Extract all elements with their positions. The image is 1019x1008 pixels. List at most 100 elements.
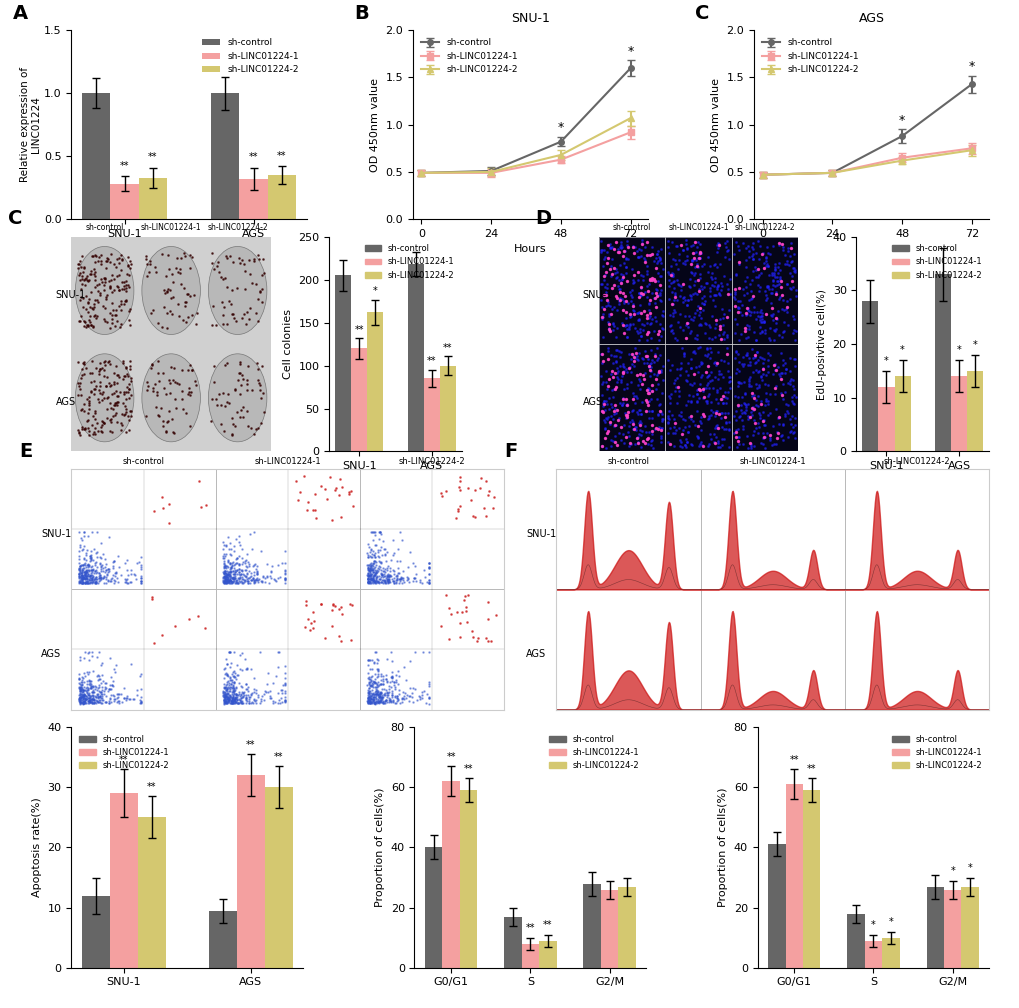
Point bbox=[728, 267, 744, 283]
Point bbox=[751, 238, 767, 254]
Point bbox=[362, 678, 378, 695]
Point bbox=[91, 644, 107, 660]
Point bbox=[109, 695, 125, 711]
Point bbox=[73, 684, 90, 701]
Point bbox=[323, 602, 339, 618]
Point bbox=[222, 564, 238, 581]
Point bbox=[178, 286, 195, 302]
Point bbox=[99, 566, 115, 583]
Point bbox=[70, 575, 87, 591]
Point bbox=[89, 543, 105, 559]
Point bbox=[71, 554, 88, 571]
Point bbox=[220, 574, 236, 590]
Point bbox=[413, 575, 429, 591]
Point bbox=[88, 411, 104, 427]
Point bbox=[681, 279, 697, 295]
Point bbox=[218, 680, 234, 697]
Point bbox=[633, 329, 649, 345]
Point bbox=[603, 300, 620, 317]
Point bbox=[372, 574, 388, 590]
Point bbox=[709, 432, 726, 449]
Point bbox=[776, 406, 793, 422]
Point bbox=[91, 565, 107, 582]
Point bbox=[222, 558, 238, 575]
Point bbox=[679, 248, 695, 264]
Point bbox=[86, 695, 102, 711]
Point bbox=[592, 368, 608, 384]
Point bbox=[256, 265, 272, 281]
Point bbox=[216, 546, 232, 562]
Point bbox=[73, 268, 90, 284]
Point bbox=[223, 576, 239, 592]
Point bbox=[71, 264, 88, 280]
Point bbox=[627, 320, 643, 336]
Point bbox=[360, 562, 376, 579]
Point bbox=[250, 572, 266, 588]
Point bbox=[601, 261, 618, 277]
Point bbox=[593, 402, 609, 418]
Point bbox=[692, 244, 708, 260]
Point bbox=[229, 575, 246, 591]
Point bbox=[87, 420, 103, 436]
Point bbox=[217, 691, 233, 708]
Point bbox=[707, 418, 723, 434]
Point bbox=[257, 570, 273, 586]
Point bbox=[86, 299, 102, 316]
Point bbox=[71, 694, 88, 710]
Point bbox=[233, 540, 250, 556]
Point bbox=[385, 531, 401, 547]
Point bbox=[463, 492, 479, 508]
Point bbox=[775, 384, 792, 400]
Point bbox=[252, 644, 268, 660]
Point bbox=[219, 692, 235, 709]
Point bbox=[218, 279, 234, 295]
Point bbox=[99, 400, 115, 416]
Point bbox=[682, 326, 698, 342]
Point bbox=[368, 660, 384, 676]
Point bbox=[74, 367, 91, 383]
Point bbox=[744, 402, 760, 418]
Point bbox=[244, 541, 260, 557]
Point bbox=[665, 292, 682, 308]
Point bbox=[711, 311, 728, 328]
Point bbox=[323, 618, 339, 634]
Point bbox=[237, 688, 254, 705]
Point bbox=[76, 556, 93, 573]
Point bbox=[76, 312, 93, 329]
Point bbox=[107, 301, 123, 318]
Point bbox=[175, 245, 192, 261]
Point bbox=[359, 560, 375, 577]
Point bbox=[397, 671, 414, 687]
Point bbox=[629, 249, 645, 265]
Point bbox=[110, 367, 126, 383]
Bar bbox=[555, 469, 700, 590]
Point bbox=[83, 548, 99, 564]
Point bbox=[641, 310, 657, 327]
Point bbox=[75, 550, 92, 566]
Point bbox=[648, 371, 664, 387]
Point bbox=[621, 319, 637, 335]
Point bbox=[616, 292, 633, 308]
Point bbox=[708, 417, 725, 433]
Point bbox=[219, 689, 235, 706]
Point bbox=[217, 269, 233, 285]
Point bbox=[646, 367, 662, 383]
Point bbox=[740, 373, 756, 389]
Point bbox=[71, 651, 88, 667]
Point bbox=[120, 276, 137, 292]
Bar bbox=[71, 469, 216, 590]
Point bbox=[102, 412, 118, 428]
Point bbox=[458, 603, 474, 619]
Point bbox=[379, 571, 395, 587]
Point bbox=[250, 313, 266, 330]
Point bbox=[711, 380, 728, 396]
Point bbox=[780, 257, 796, 273]
Point bbox=[652, 419, 668, 435]
Text: AGS: AGS bbox=[526, 649, 545, 659]
Point bbox=[162, 375, 178, 391]
Point bbox=[371, 530, 387, 546]
Point bbox=[787, 409, 803, 425]
Point bbox=[221, 575, 237, 591]
Point bbox=[78, 563, 95, 580]
Point bbox=[103, 411, 119, 427]
